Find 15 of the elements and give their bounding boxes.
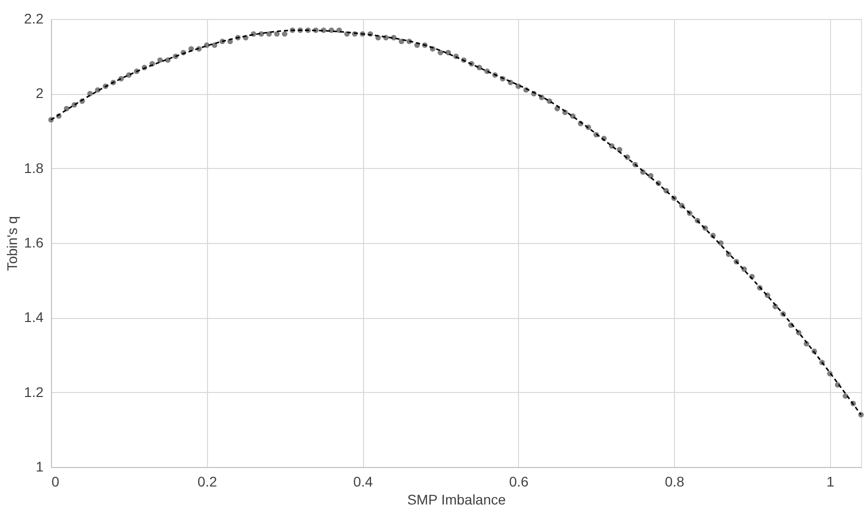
- x-tick-label: 0.2: [198, 474, 218, 490]
- y-tick-label: 2.2: [24, 10, 44, 26]
- x-tick-label: 0.8: [664, 474, 685, 490]
- y-tick-label: 1.2: [24, 384, 44, 400]
- x-axis-title: SMP Imbalance: [407, 492, 506, 508]
- y-tick-label: 2: [36, 85, 44, 102]
- y-tick-label: 1.4: [24, 309, 44, 326]
- x-tick-label: 0.4: [353, 474, 373, 490]
- y-tick-label: 1.6: [24, 234, 44, 250]
- y-axis-title: Tobin's q: [4, 216, 20, 271]
- x-tick-label: 1: [826, 474, 834, 490]
- x-tick-label: 0: [52, 474, 60, 490]
- y-tick-label: 1.8: [24, 160, 44, 176]
- y-tick-label: 1: [36, 458, 44, 474]
- x-tick-label: 0.6: [509, 474, 529, 490]
